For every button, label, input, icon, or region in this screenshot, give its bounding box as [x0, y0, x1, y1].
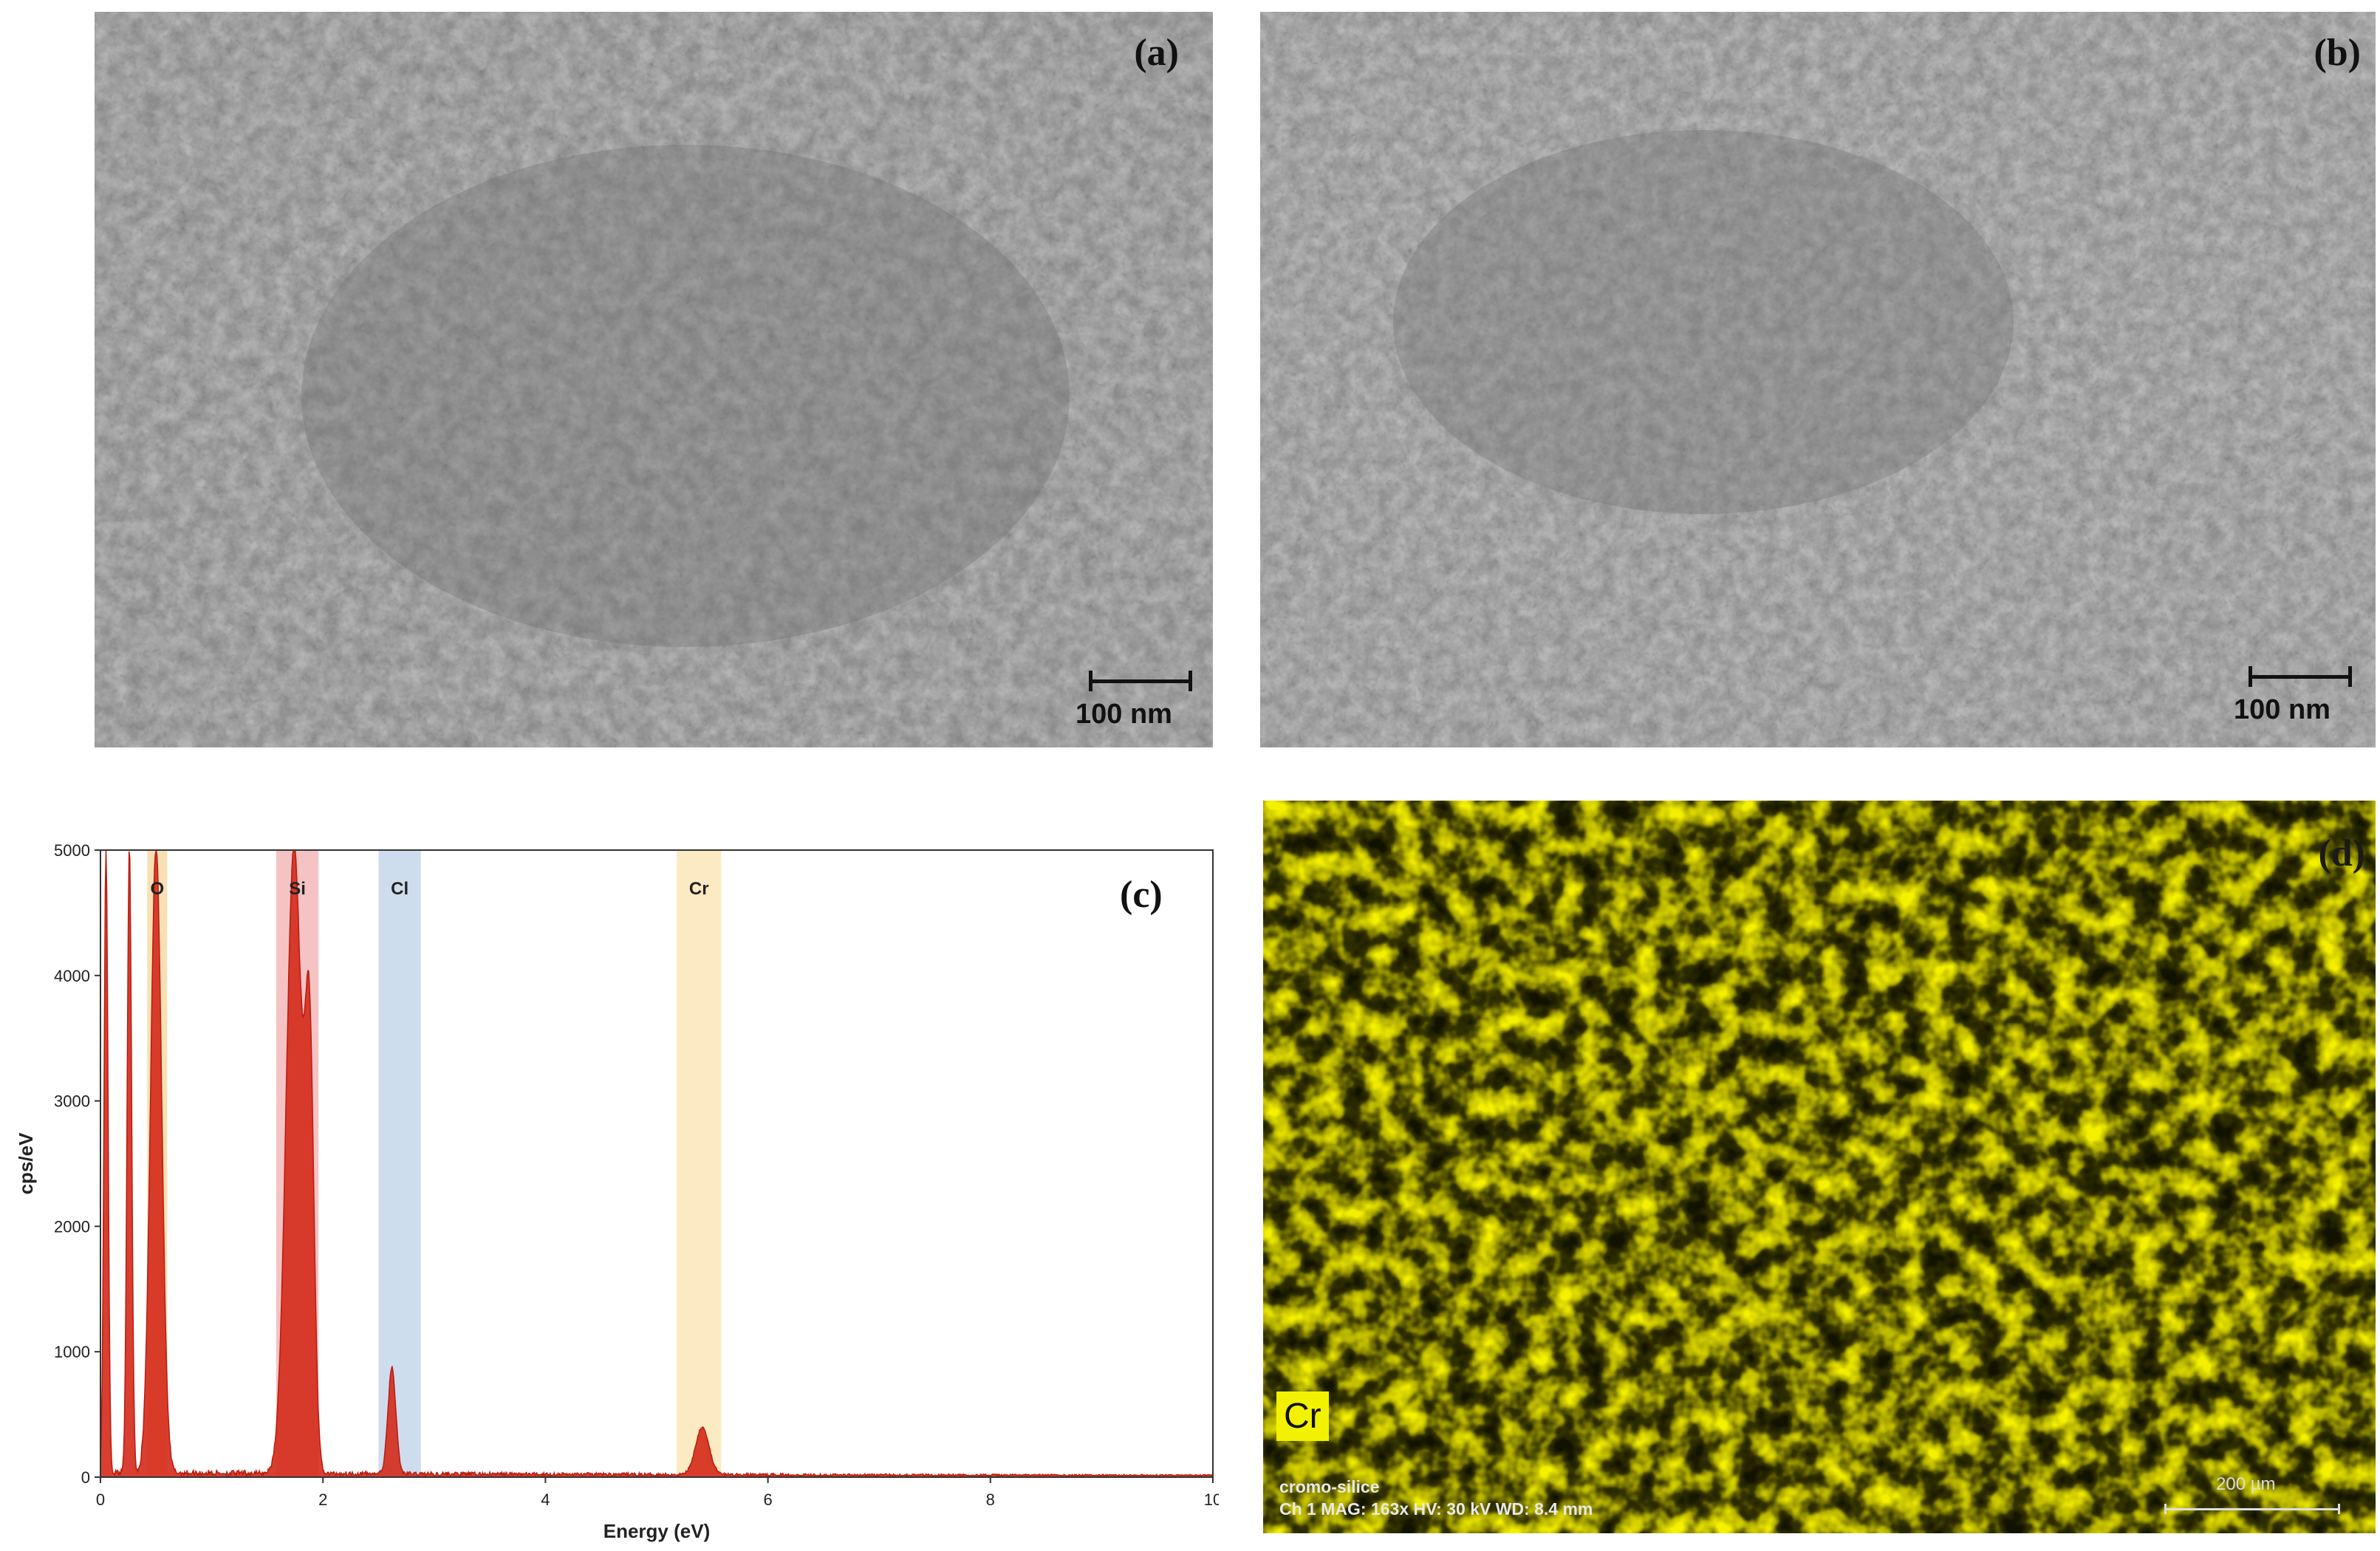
element-band-cr [677, 850, 722, 1477]
scale-bar-b [2249, 662, 2352, 691]
plot-frame [100, 849, 1214, 1478]
spectrum-line [100, 849, 1214, 1479]
sem-texture-b [1260, 12, 2376, 747]
x-tick-label-4: 4 [541, 1490, 550, 1509]
element-label-cl: Cl [391, 879, 408, 899]
x-tick-label-8: 8 [986, 1490, 995, 1509]
y-tick-label-3000: 3000 [54, 1092, 90, 1111]
sem-image-b: (b) 100 nm [1260, 12, 2376, 747]
sem-image-a: (a) 100 nm [95, 12, 1213, 747]
x-tick-label-2: 2 [318, 1490, 327, 1509]
spectrum-area [100, 850, 1213, 1477]
element-label-si: Si [289, 879, 306, 899]
y-tick-label-2000: 2000 [54, 1217, 90, 1236]
y-tick-label-0: 0 [81, 1468, 90, 1487]
panel-label-d: (d) [2318, 832, 2365, 874]
edx-element-map: (d) Cr cromo-silice Ch 1 MAG: 163x HV: 3… [1263, 801, 2376, 1533]
panel-label-c: (c) [1120, 874, 1163, 916]
scale-label-a: 100 nm [1076, 699, 1172, 730]
y-tick-label-5000: 5000 [54, 841, 90, 860]
panel-label-b: (b) [2314, 32, 2361, 74]
sem-texture-a [95, 12, 1213, 747]
y-tick-label-1000: 1000 [54, 1343, 90, 1361]
element-label-o: O [150, 879, 164, 899]
element-band-cl [378, 850, 421, 1477]
panel-label-a: (a) [1134, 32, 1179, 74]
x-tick-label-0: 0 [96, 1490, 105, 1509]
x-axis-label: Energy (eV) [603, 1520, 711, 1542]
x-tick-label-6: 6 [763, 1490, 772, 1509]
y-tick-label-4000: 4000 [54, 967, 90, 985]
map-info-params: Ch 1 MAG: 163x HV: 30 kV WD: 8.4 mm [1279, 1499, 1593, 1519]
element-tag-cr: Cr [1276, 1391, 1329, 1441]
element-label-cr: Cr [689, 879, 709, 899]
scale-label-b: 100 nm [2234, 694, 2331, 725]
cr-map-texture [1263, 801, 2376, 1533]
y-axis-label: cps/eV [15, 1132, 37, 1194]
map-scale-label: 200 µm [2216, 1474, 2276, 1494]
x-tick-label-10: 10 [1204, 1490, 1219, 1509]
map-info-sample: cromo-silice [1279, 1477, 1380, 1496]
edx-spectrum-chart: 0 2 4 6 8 10 0 1000 2000 3000 4000 5000 Energy (eV) c… [0, 798, 1219, 1551]
map-scale-bar [2164, 1504, 2340, 1514]
scale-bar-a [1089, 666, 1192, 696]
chart-svg: 0 2 4 6 8 10 0 1000 2000 3000 4000 5000 Energy (eV) c… [15, 841, 1219, 1542]
